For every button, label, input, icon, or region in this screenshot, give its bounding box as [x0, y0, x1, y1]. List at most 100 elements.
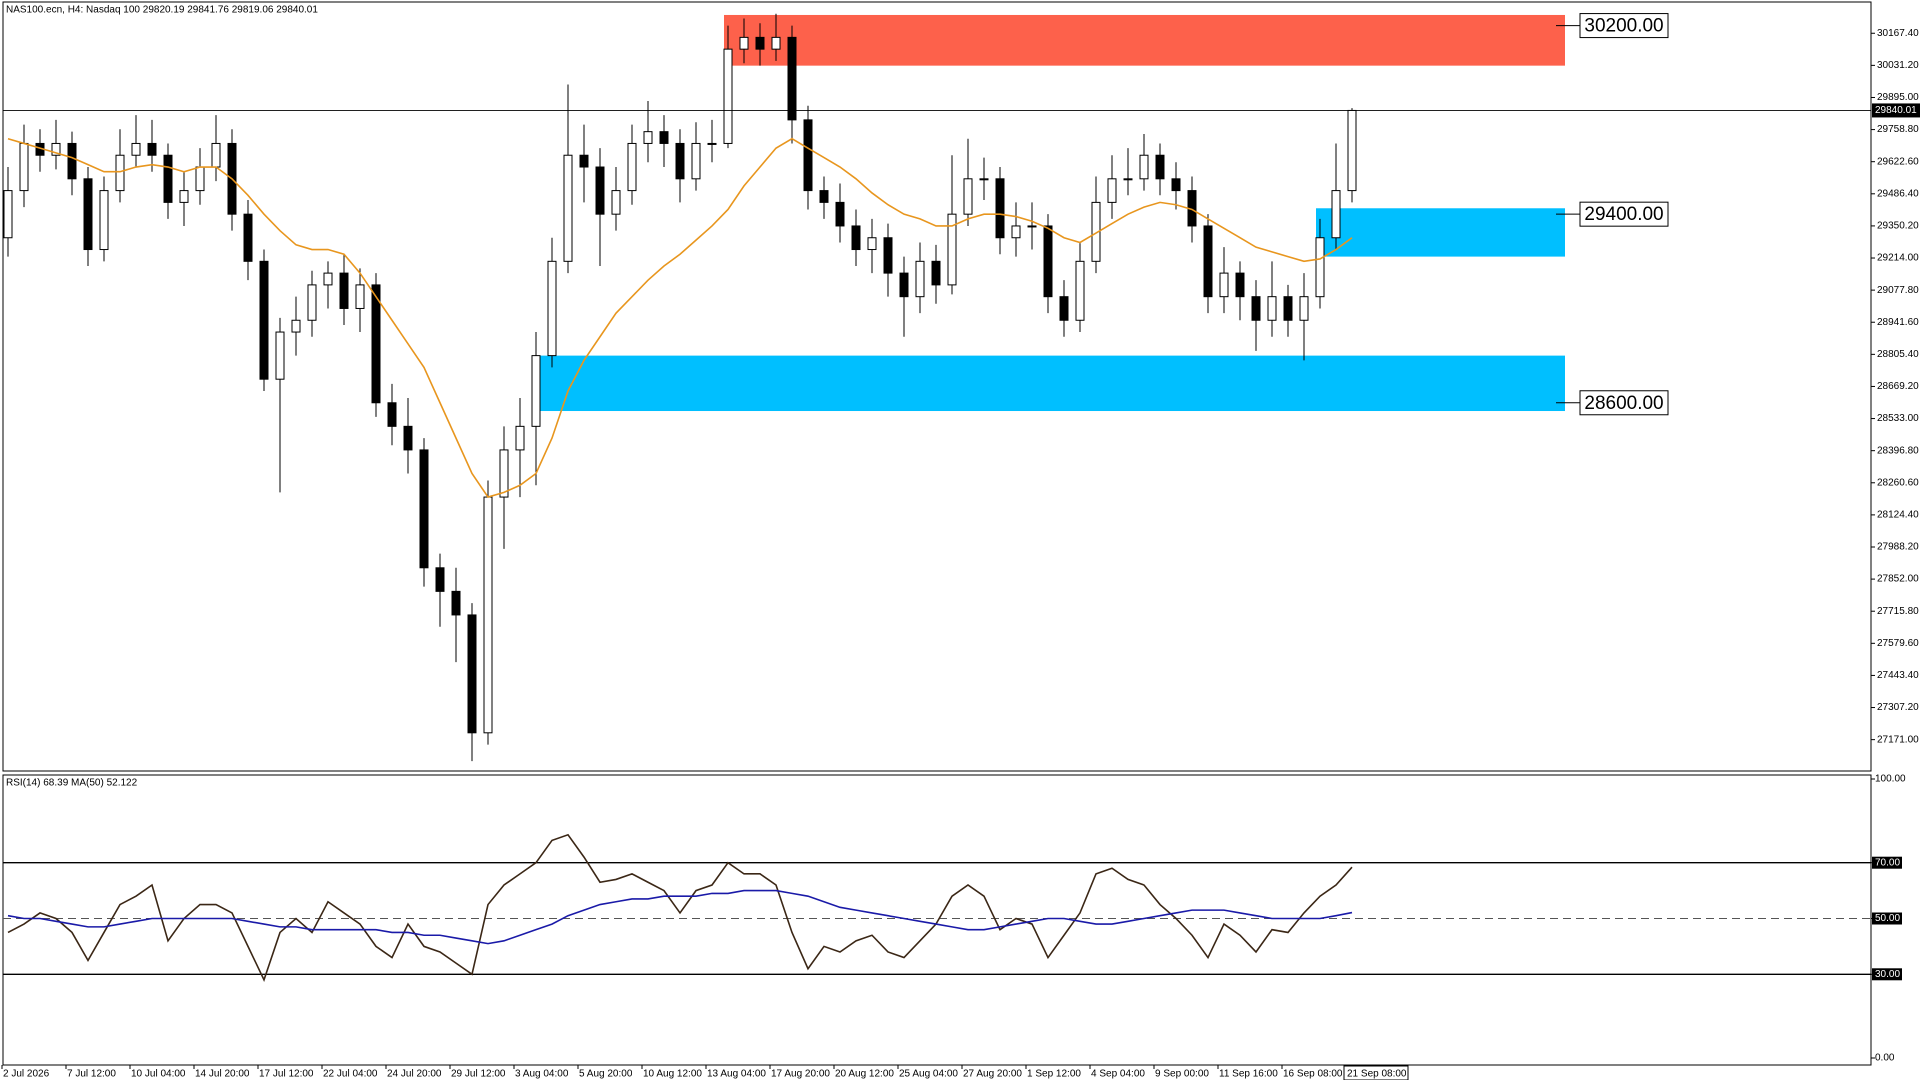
candle-body — [1011, 225, 1021, 239]
rsi-line — [7, 833, 1353, 983]
candle-body — [739, 36, 749, 50]
y-tick-label: 28124.40 — [1877, 510, 1919, 521]
candle-body — [483, 496, 493, 734]
y-tick-label: 28396.80 — [1877, 445, 1919, 456]
zone-label: 29400.00 — [1584, 204, 1663, 225]
candle-body — [435, 567, 445, 592]
candle-body — [291, 319, 301, 333]
x-tick-label: 29 Jul 12:00 — [451, 1069, 506, 1080]
candle-body — [99, 190, 109, 251]
x-tick-label: 21 Sep 08:00 — [1347, 1069, 1407, 1080]
candle-body — [51, 142, 61, 156]
x-tick-label: 17 Aug 20:00 — [771, 1069, 830, 1080]
candle-body — [211, 142, 221, 168]
x-tick-label: 10 Aug 12:00 — [643, 1069, 702, 1080]
y-tick-label: 30031.20 — [1877, 60, 1919, 71]
y-tick-label: 29077.80 — [1877, 285, 1919, 296]
candle-body — [1075, 260, 1085, 321]
y-tick-label: 27852.00 — [1877, 574, 1919, 585]
y-tick-label: 28260.60 — [1877, 477, 1919, 488]
candle-body — [387, 402, 397, 427]
candle-body — [259, 260, 269, 380]
candle-body — [275, 331, 285, 380]
y-tick-label: 29486.40 — [1877, 188, 1919, 199]
candle-body — [947, 213, 957, 286]
candle-body — [675, 142, 685, 180]
candle-body — [1203, 225, 1213, 298]
candle-body — [179, 190, 189, 203]
candle-body — [851, 225, 861, 251]
candle-body — [115, 154, 125, 192]
candle-body — [531, 355, 541, 427]
x-tick-label: 22 Jul 04:00 — [323, 1069, 378, 1080]
zone-label-box — [1579, 201, 1669, 227]
x-tick-label: 5 Aug 20:00 — [579, 1069, 633, 1080]
candle-body — [835, 201, 845, 227]
candle-body — [451, 590, 461, 616]
candle-body — [1315, 237, 1325, 298]
y-tick-label: 29350.20 — [1877, 221, 1919, 232]
candle-body — [787, 36, 797, 121]
candle-body — [1091, 201, 1101, 262]
candle-body — [419, 449, 429, 569]
candle-body — [1235, 272, 1245, 298]
candle-body — [979, 178, 989, 181]
candle-body — [1155, 154, 1165, 180]
candle-body — [915, 260, 925, 298]
zone-label: 28600.00 — [1584, 393, 1663, 414]
candle-body — [627, 142, 637, 192]
x-tick-label: 1 Sep 12:00 — [1027, 1069, 1081, 1080]
y-tick-label: 27443.40 — [1877, 670, 1919, 681]
last-price-box — [1872, 103, 1920, 118]
candle-body — [499, 449, 509, 498]
candle-body — [83, 178, 93, 251]
candle-body — [323, 272, 333, 286]
x-tick-label: 13 Aug 04:00 — [707, 1069, 766, 1080]
candle-body — [1139, 154, 1149, 180]
x-tick-box — [1343, 1065, 1409, 1080]
candle-body — [883, 237, 893, 274]
candle-body — [659, 131, 669, 144]
candle-body — [19, 142, 29, 192]
candle-body — [643, 131, 653, 144]
candle-body — [131, 142, 141, 156]
candle-body — [963, 178, 973, 215]
y-tick-label: 28533.00 — [1877, 413, 1919, 424]
candle-body — [1107, 178, 1117, 203]
y-tick-label: 29214.00 — [1877, 253, 1919, 264]
x-tick-label: 14 Jul 20:00 — [195, 1069, 250, 1080]
rsi-panel — [2, 774, 1872, 1066]
candle-body — [1299, 296, 1309, 321]
x-tick-label: 25 Aug 04:00 — [899, 1069, 958, 1080]
candle-body — [1251, 296, 1261, 321]
candle-body — [371, 284, 381, 404]
candle-body — [1123, 178, 1133, 181]
y-tick-label: 27171.00 — [1877, 734, 1919, 745]
y-tick-label: 100.00 — [1875, 774, 1906, 785]
candle-body — [867, 237, 877, 251]
y-tick-box — [1872, 968, 1902, 981]
candle-body — [1283, 296, 1293, 321]
y-tick-label: 50.00 — [1875, 913, 1900, 924]
candle-body — [755, 36, 765, 50]
candle-body — [931, 260, 941, 286]
candle-body — [691, 142, 701, 180]
x-tick-label: 7 Jul 12:00 — [67, 1069, 116, 1080]
candle-body — [355, 284, 365, 309]
candle-body — [339, 272, 349, 309]
candle-body — [819, 190, 829, 203]
zone-label-box — [1579, 390, 1669, 416]
candle-body — [467, 614, 477, 734]
y-tick-label: 27715.80 — [1877, 606, 1919, 617]
candle-body — [723, 48, 733, 144]
x-tick-label: 27 Aug 20:00 — [963, 1069, 1022, 1080]
candle-body — [1267, 296, 1277, 321]
x-tick-label: 20 Aug 12:00 — [835, 1069, 894, 1080]
x-tick-label: 16 Sep 08:00 — [1283, 1069, 1343, 1080]
y-tick-label: 30167.40 — [1877, 28, 1919, 39]
last-price-label: 29840.01 — [1875, 105, 1917, 116]
candle-body — [595, 166, 605, 215]
y-tick-label: 0.00 — [1875, 1053, 1895, 1064]
